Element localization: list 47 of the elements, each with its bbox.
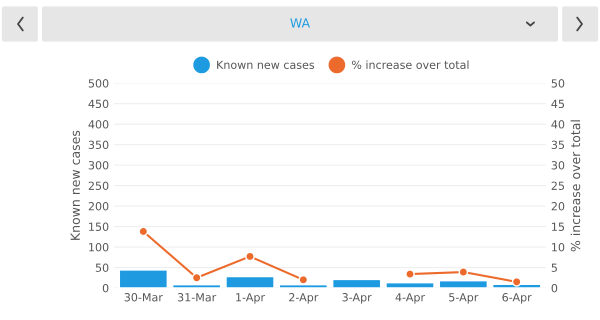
y-tick-label: 300 [88,161,108,170]
y2-tick-label: 40 [551,120,564,129]
y2-tick-label: 5 [552,264,557,272]
point [458,267,468,277]
chart-title: WA [290,18,310,28]
x-tick-label: 3-Apr [342,293,372,304]
x-tick-label: 5-Apr [449,293,478,304]
legend-label: Known new cases [217,60,314,69]
bar [385,282,435,288]
y-tick-label: 150 [89,222,108,231]
x-tick-label: 2-Apr [289,293,318,304]
x-tick-label: 1-Apr [236,293,266,304]
y2-axis-title: % increase over total [570,120,580,252]
y2-tick-label: 50 [552,79,564,88]
bar [438,280,488,288]
x-tick-label: 30-Mar [124,293,163,302]
bar [118,269,168,288]
y-tick-label: 50 [96,263,108,272]
y-axis-title: Known new cases [70,130,80,240]
y2-tick-label: 25 [552,182,564,190]
point [298,274,308,285]
point [512,276,522,287]
y-tick-label: 350 [88,140,108,150]
point [192,272,202,283]
y2-tick-label: 30 [552,161,564,170]
y2-tick-label: 10 [552,243,564,252]
x-tick-label: 4-Apr [396,293,426,304]
x-tick-label: 6-Apr [502,293,532,304]
y-tick-label: 0 [102,284,108,292]
y-tick-label: 100 [89,243,108,252]
legend-label: % increase over total [352,60,468,69]
bar [225,276,275,288]
point [138,226,148,236]
y-tick-label: 250 [88,182,108,190]
y2-tick-label: 0 [552,284,558,292]
y-tick-label: 400 [88,120,108,129]
point [405,269,415,279]
y-tick-label: 500 [88,79,108,88]
y2-tick-label: 45 [551,100,564,108]
y-tick-label: 200 [88,202,108,210]
x-tick-label: 31-Mar [178,293,216,302]
bar [332,278,382,288]
y2-tick-label: 20 [552,202,564,210]
y2-tick-label: 35 [552,140,564,150]
point [245,252,255,262]
y-tick-label: 450 [88,100,108,108]
y2-tick-label: 15 [552,222,564,231]
